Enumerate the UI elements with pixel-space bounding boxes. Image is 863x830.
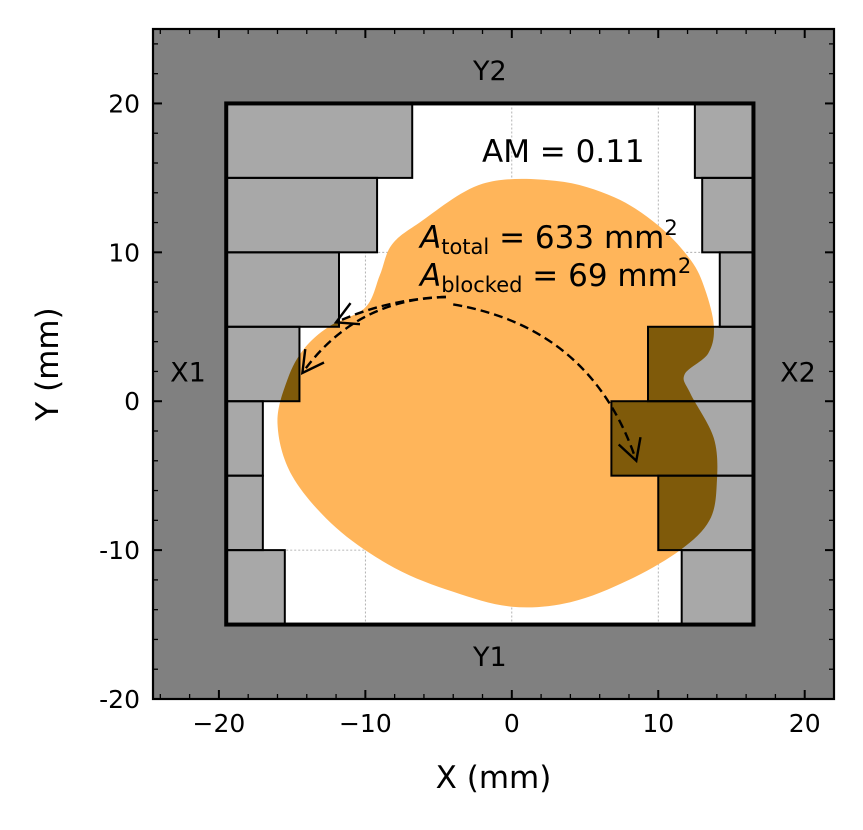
x-axis-label: X (mm) [436,760,552,796]
left-leaf-fill [226,401,263,476]
right-leaf-fill [719,252,754,327]
axis-ticks [153,29,835,700]
jaw-label-y2: Y2 [472,56,507,87]
y-tick-label: 10 [108,238,140,267]
left-leaf-fill [226,550,285,625]
right-leaf-fill [702,177,754,253]
left-leaf-fill [226,177,378,253]
y-axis-label: Y (mm) [30,307,66,421]
axes-frame [151,27,836,701]
area-blocked-subscript: blocked [441,273,522,297]
left-leaf-fill [226,252,339,327]
annotation-arrow-line [301,295,446,374]
x-tick-label: 10 [642,709,674,738]
y-tick-label: -10 [99,536,140,565]
jaw-outline [224,101,756,627]
target-region [277,178,718,608]
left-leaf-fill [226,103,413,178]
right-leaf-fill [681,550,754,625]
y-tick-labels: -20 -10 0 10 20 [99,89,140,714]
x-tick-label: 20 [789,709,821,738]
area-blocked-symbol: A [418,258,441,294]
annotation-arrow-line [453,303,638,462]
area-blocked-superscript: 2 [678,254,691,278]
aperture-modulation-label: AM = 0.11 [482,134,645,170]
annotation-arrows [300,295,642,464]
right-leaf-fill [694,103,754,178]
x-tick-label: −10 [339,709,392,738]
x-tick-label: −20 [193,709,246,738]
area-total-superscript: 2 [664,216,677,240]
area-blocked-label: Ablocked = 69 mm2 [418,254,691,297]
y-tick-label: 0 [124,387,140,416]
y-tick-label: -20 [99,685,140,714]
jaw-label-x1: X1 [170,357,206,388]
area-total-label: Atotal = 633 mm2 [418,216,678,259]
x-tick-label: 0 [504,709,520,738]
area-total-symbol: A [418,220,441,256]
plot-area [153,29,834,699]
annotation-arrow-head [300,348,325,375]
annotation-arrow-head [617,436,642,464]
annotation-arrow-line [335,295,446,324]
y-tick-label: 20 [108,89,140,118]
left-leaf-fill [226,475,263,551]
x-tick-labels: −20 −10 0 10 20 [193,709,821,738]
jaw-label-y1: Y1 [472,642,507,673]
area-total-subscript: total [441,235,489,259]
area-blocked-value: = 69 mm [522,258,677,294]
area-total-value: = 633 mm [489,220,664,256]
jaw-label-x2: X2 [780,357,816,388]
